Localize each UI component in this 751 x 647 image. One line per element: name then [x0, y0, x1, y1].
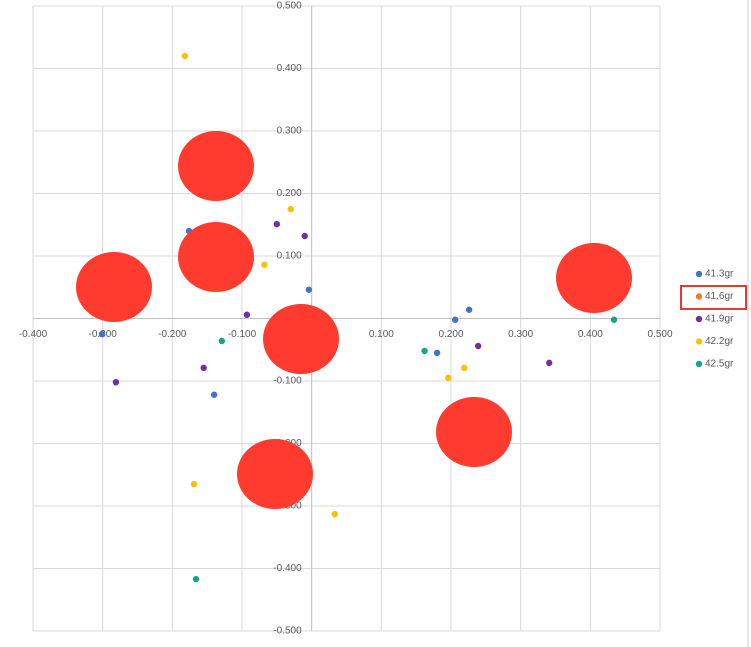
point [287, 205, 294, 213]
point [190, 480, 198, 488]
x-tick-label: -0.100 [228, 329, 257, 340]
legend-label: 41.3gr [705, 269, 734, 280]
point [474, 342, 482, 350]
point [218, 337, 225, 345]
point [465, 306, 473, 313]
y-tick-label: -0.400 [273, 563, 302, 574]
x-tick-label: -0.400 [19, 329, 48, 340]
point [451, 316, 459, 323]
point [112, 379, 120, 386]
y-tick-label: -0.500 [273, 626, 302, 637]
red-blob [436, 397, 512, 467]
legend-label: 41.9gr [705, 314, 734, 325]
x-tick-label: 0.500 [647, 329, 672, 340]
red-blob [178, 222, 254, 292]
point [305, 286, 313, 293]
x-tick-label: -0.200 [158, 329, 187, 340]
point [210, 391, 218, 398]
y-tick-label: 0.300 [277, 126, 302, 137]
plot: -0.400-0.300-0.200-0.1000.1000.2000.3000… [19, 1, 734, 637]
legend-label: 41.6gr [705, 291, 734, 302]
red-blob [556, 243, 632, 313]
legend-marker [695, 293, 703, 300]
point [433, 349, 441, 357]
red-blob [76, 252, 152, 322]
x-tick-label: 0.400 [578, 329, 603, 340]
point [421, 347, 428, 355]
x-tick-label: 0.200 [438, 329, 463, 340]
point [261, 261, 268, 268]
point [98, 330, 106, 338]
red-blob [237, 439, 313, 509]
y-tick-label: -0.100 [273, 376, 302, 387]
point [546, 359, 553, 367]
point [192, 575, 200, 583]
legend-marker [695, 338, 703, 345]
x-tick-label: 0.100 [369, 329, 394, 340]
point [181, 52, 189, 60]
red-blob [178, 131, 254, 201]
point [243, 311, 251, 318]
point [461, 364, 468, 372]
point [445, 374, 452, 382]
legend-label: 42.5gr [705, 359, 734, 370]
y-tick-label: 0.100 [277, 251, 302, 262]
point [610, 316, 618, 323]
point [200, 364, 207, 372]
legend-marker [695, 270, 703, 278]
y-tick-label: 0.200 [277, 188, 302, 199]
point [331, 510, 338, 518]
legend-label: 42.2gr [705, 336, 734, 347]
legend-marker [695, 315, 703, 323]
point [273, 220, 281, 228]
x-tick-label: 0.300 [508, 329, 533, 340]
point [301, 232, 308, 240]
red-blob [263, 304, 339, 374]
y-tick-label: 0.500 [277, 1, 302, 12]
y-tick-label: 0.400 [277, 63, 302, 74]
highlight-box [680, 285, 747, 310]
annotations [76, 131, 632, 509]
legend-marker [695, 360, 703, 368]
